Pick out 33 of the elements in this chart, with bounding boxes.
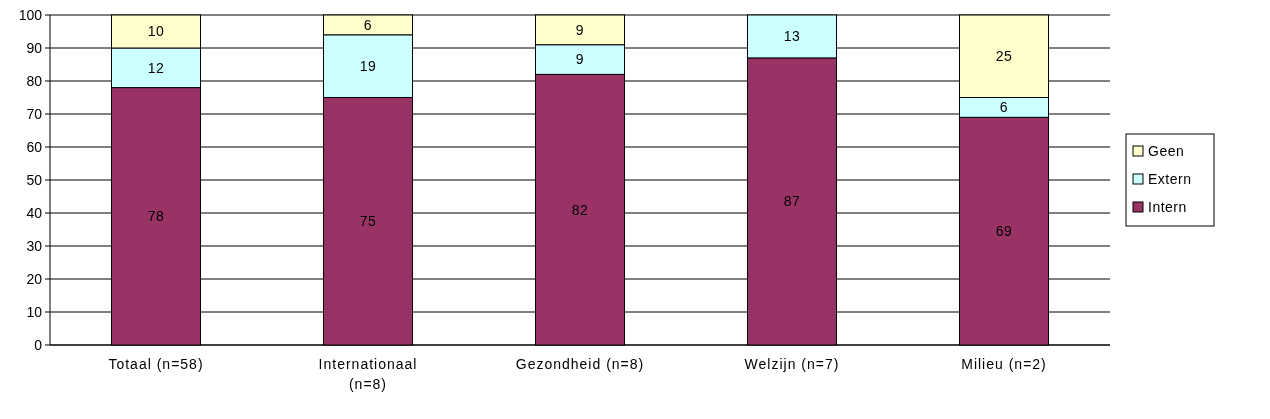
legend-label: Geen <box>1148 142 1185 159</box>
y-tick-label: 50 <box>26 171 43 188</box>
x-tick-label: Welzijn (n=7) <box>744 356 840 372</box>
x-tick-label: Internationaal (n=8) <box>318 356 418 392</box>
data-label: 13 <box>783 28 801 45</box>
data-label: 6 <box>363 16 373 33</box>
data-label: 9 <box>575 51 585 68</box>
x-tick-label: Gezondheid (n=8) <box>515 356 645 372</box>
y-tick-label: 70 <box>26 105 43 122</box>
data-label: 9 <box>575 21 585 38</box>
data-label: 87 <box>783 193 801 210</box>
y-tick-label: 40 <box>26 204 43 221</box>
y-tick-label: 10 <box>26 303 43 320</box>
data-label: 10 <box>147 23 165 40</box>
data-label: 75 <box>359 213 377 230</box>
data-label: 12 <box>147 59 165 76</box>
legend-label: Extern <box>1148 170 1192 187</box>
y-tick-label: 100 <box>18 6 43 23</box>
y-tick-label: 80 <box>26 72 43 89</box>
legend-label: Intern <box>1148 198 1187 215</box>
data-label: 82 <box>571 201 589 218</box>
y-tick-label: 30 <box>26 237 43 254</box>
data-label: 69 <box>995 223 1013 240</box>
data-label: 6 <box>999 99 1009 116</box>
data-label: 19 <box>359 58 377 75</box>
y-tick-label: 60 <box>26 138 43 155</box>
x-tick-label: Milieu (n=2) <box>961 356 1047 372</box>
data-label: 78 <box>147 208 165 225</box>
y-tick-label: 90 <box>26 39 43 56</box>
data-label: 25 <box>995 48 1013 65</box>
y-tick-label: 0 <box>34 336 43 353</box>
x-tick-label: Totaal (n=58) <box>108 356 204 372</box>
y-tick-label: 20 <box>26 270 43 287</box>
